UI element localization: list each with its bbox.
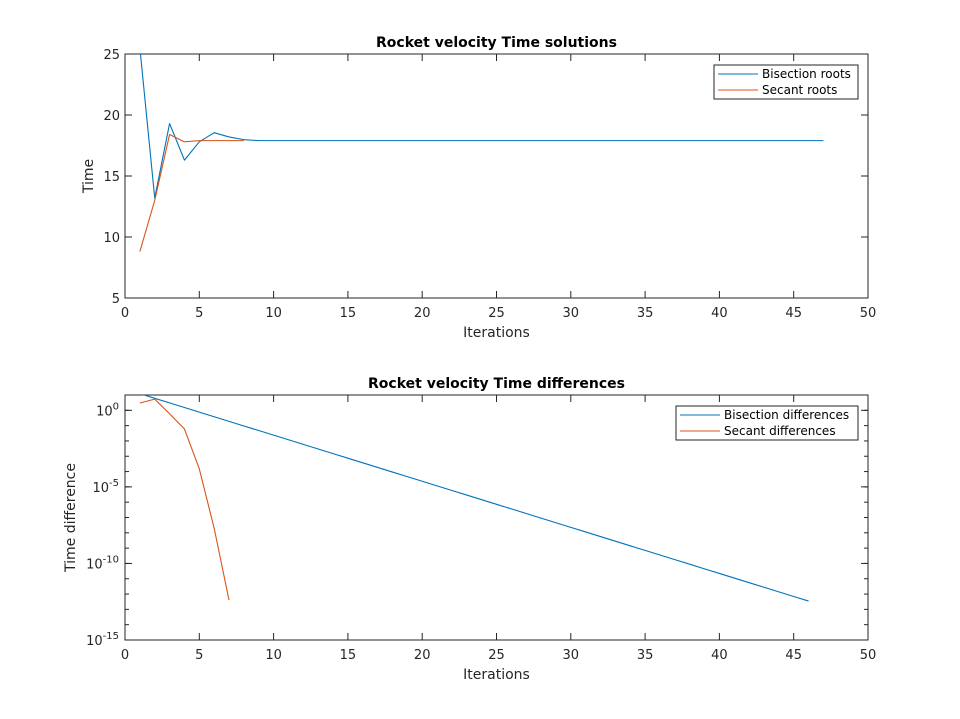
series-line-secant bbox=[139, 133, 244, 252]
legend-label: Secant differences bbox=[724, 424, 836, 438]
y-tick-label: 25 bbox=[103, 48, 120, 63]
legend: Bisection roots Secant roots bbox=[713, 64, 859, 100]
y-tick-base: 10 bbox=[96, 404, 113, 419]
x-tick-label: 0 bbox=[121, 648, 129, 663]
x-tick-label: 15 bbox=[340, 648, 357, 663]
legend-box bbox=[675, 405, 859, 441]
y-tick-exponent: -15 bbox=[103, 631, 119, 642]
x-tick-label: 10 bbox=[265, 648, 282, 663]
series-layer bbox=[139, 395, 809, 602]
x-tick-label: 0 bbox=[121, 306, 129, 321]
x-axis-label: Iterations bbox=[463, 667, 530, 683]
y-tick-base: 10 bbox=[92, 481, 109, 496]
y-tick-label: 10 bbox=[103, 231, 120, 246]
series-line-bisection bbox=[139, 54, 824, 199]
legend-label: Bisection roots bbox=[762, 67, 851, 81]
legend: Bisection differences Secant differences bbox=[675, 405, 859, 441]
y-tick-base: 10 bbox=[86, 557, 103, 572]
x-tick-label: 30 bbox=[563, 306, 580, 321]
y-tick-label: 10-5 bbox=[92, 478, 119, 496]
x-tick-label: 45 bbox=[785, 306, 802, 321]
legend-label: Secant roots bbox=[762, 83, 837, 97]
x-tick-label: 35 bbox=[637, 648, 654, 663]
y-axis-label: Time difference bbox=[63, 463, 79, 573]
y-tick-label: 5 bbox=[112, 292, 120, 307]
series-line-bisection bbox=[142, 395, 809, 602]
x-tick-label: 10 bbox=[265, 306, 282, 321]
chart-title: Rocket velocity Time solutions bbox=[376, 35, 617, 51]
y-tick-label: 20 bbox=[103, 109, 120, 124]
legend-label: Bisection differences bbox=[724, 408, 849, 422]
x-tick-label: 5 bbox=[195, 648, 203, 663]
subplot-2: 0 5 10 15 20 25 30 35 40 45 5010010-510-1010-15Roc… bbox=[63, 376, 876, 683]
legend-box bbox=[713, 64, 859, 100]
series-layer bbox=[139, 54, 824, 252]
x-tick-label: 50 bbox=[860, 648, 877, 663]
y-tick-label: 15 bbox=[103, 170, 120, 185]
y-axis-label: Time bbox=[81, 159, 97, 194]
y-tick-exponent: -5 bbox=[109, 478, 119, 489]
y-tick-exponent: 0 bbox=[113, 401, 119, 412]
x-tick-label: 45 bbox=[785, 648, 802, 663]
x-axis-label: Iterations bbox=[463, 325, 530, 341]
x-tick-label: 40 bbox=[711, 648, 728, 663]
x-tick-label: 20 bbox=[414, 306, 431, 321]
y-tick-label: 10-10 bbox=[86, 554, 119, 572]
x-tick-label: 50 bbox=[860, 306, 877, 321]
x-tick-label: 25 bbox=[488, 648, 505, 663]
x-tick-label: 5 bbox=[195, 306, 203, 321]
y-tick-exponent: -10 bbox=[103, 554, 119, 565]
y-tick-base: 10 bbox=[86, 634, 103, 649]
x-tick-label: 30 bbox=[563, 648, 580, 663]
x-tick-label: 35 bbox=[637, 306, 654, 321]
y-tick-label: 10-15 bbox=[86, 631, 119, 649]
x-tick-label: 20 bbox=[414, 648, 431, 663]
chart-title: Rocket velocity Time differences bbox=[368, 376, 625, 392]
x-tick-label: 40 bbox=[711, 306, 728, 321]
series-line-secant bbox=[139, 398, 230, 601]
x-tick-label: 15 bbox=[340, 306, 357, 321]
x-tick-label: 25 bbox=[488, 306, 505, 321]
y-tick-label: 100 bbox=[96, 401, 119, 419]
